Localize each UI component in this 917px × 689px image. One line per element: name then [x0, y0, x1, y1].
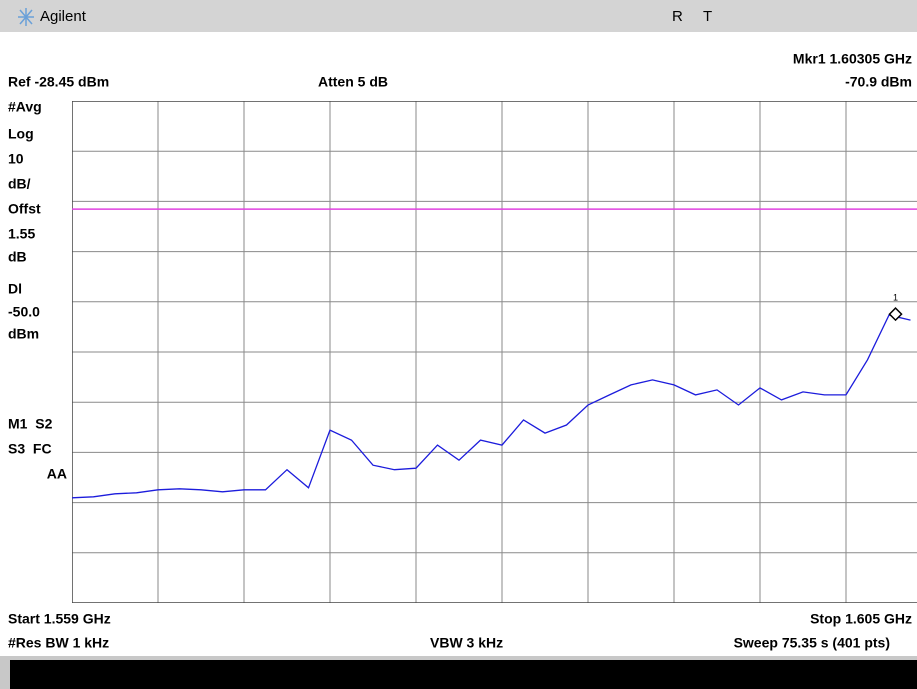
marker: [888, 307, 903, 322]
marker-level: -70.9 dBm: [845, 74, 912, 90]
marker-number: 1: [893, 292, 898, 302]
side-label: S3 FC: [8, 441, 52, 457]
side-label: dB: [8, 249, 27, 265]
sweep: Sweep 75.35 s (401 pts): [734, 635, 890, 651]
side-label: M1 S2: [8, 416, 53, 432]
ref-level: Ref -28.45 dBm: [8, 74, 109, 90]
status-t: T: [703, 8, 712, 25]
status-r: R: [672, 8, 683, 25]
stop-freq: Stop 1.605 GHz: [810, 611, 912, 627]
trace: [72, 314, 911, 499]
res-bw: #Res BW 1 kHz: [8, 635, 109, 651]
side-label: #Avg: [8, 99, 42, 115]
bottom-bar: [10, 660, 917, 689]
marker-readout: Mkr1 1.60305 GHz: [793, 51, 912, 67]
side-label: Offst: [8, 201, 41, 217]
side-label: 1.55: [8, 226, 35, 242]
side-label: dB/: [8, 176, 31, 192]
brand: Agilent: [40, 8, 87, 25]
attenuation: Atten 5 dB: [318, 74, 388, 90]
side-label: dBm: [8, 326, 39, 342]
title-bar: [0, 0, 917, 32]
side-label: 10: [8, 151, 24, 167]
side-label: Log: [8, 126, 34, 142]
start-freq: Start 1.559 GHz: [8, 611, 111, 627]
agilent-logo: [18, 8, 34, 26]
side-label: -50.0: [8, 304, 40, 320]
plot-area: 1: [72, 101, 917, 603]
vbw: VBW 3 kHz: [430, 635, 503, 651]
side-label: AA: [47, 466, 67, 482]
left-annotations: #Avg Log 10 dB/Offst 1.55 dB Dl -50.0 dBm M1 S2 S3…: [8, 99, 67, 482]
side-label: Dl: [8, 281, 22, 297]
